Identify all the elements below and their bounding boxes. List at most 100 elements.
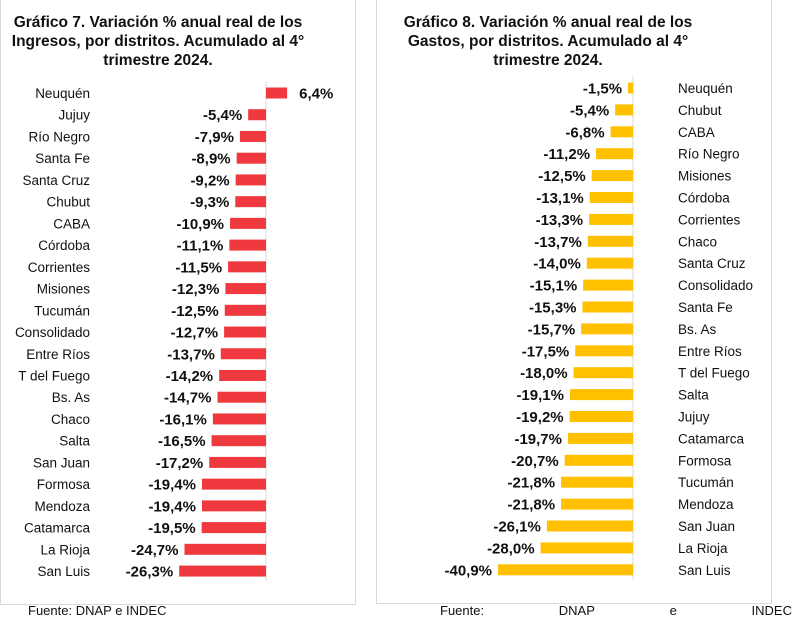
data-label: -5,4% [570, 102, 609, 119]
chart-title-ingresos: Gráfico 7. Variación % anual real de los… [11, 14, 305, 69]
bar-jujuy [248, 109, 266, 121]
data-label: -14,7% [164, 390, 212, 407]
data-label: -8,9% [191, 151, 230, 168]
data-label: -12,5% [171, 303, 219, 320]
bar-catamarca [567, 432, 633, 444]
category-label: Río Negro [678, 147, 740, 162]
data-label: -12,7% [171, 325, 219, 342]
category-label: Mendoza [34, 499, 90, 514]
category-label: Catamarca [24, 521, 91, 536]
category-label: Jujuy [678, 410, 710, 425]
data-label: -20,7% [511, 453, 559, 470]
bar-bs-as [581, 323, 633, 335]
bar-corrientes [228, 261, 266, 273]
category-label: Formosa [37, 477, 91, 492]
chart-title-gastos: Gráfico 8. Variación % anual real de los… [403, 14, 693, 69]
category-label: La Rioja [678, 541, 728, 556]
data-label: -12,5% [538, 168, 586, 185]
data-label: -1,5% [583, 81, 622, 98]
data-label: -40,9% [444, 562, 492, 579]
category-label: Chubut [46, 195, 90, 210]
data-label: -12,3% [172, 281, 220, 298]
data-label: -24,7% [131, 542, 179, 559]
category-label: San Juan [678, 519, 735, 534]
category-label: Catamarca [678, 431, 745, 446]
category-label: Jujuy [58, 108, 90, 123]
data-label: -11,1% [177, 238, 224, 255]
category-label: Santa Fe [35, 151, 90, 166]
data-label: -10,9% [176, 216, 224, 233]
source-word: Fuente: [440, 603, 485, 618]
data-label: -21,8% [508, 475, 556, 492]
data-label: -16,1% [159, 411, 207, 428]
category-label: CABA [53, 216, 90, 231]
bar-neuqu-n [266, 87, 288, 99]
bar-mendoza [201, 500, 266, 512]
data-label: -19,5% [148, 520, 196, 537]
bar-chubut [615, 104, 633, 116]
bar-la-rioja [184, 543, 266, 555]
category-label: Santa Cruz [678, 256, 746, 271]
chart-panel-ingresos [0, 0, 356, 605]
data-label: -14,2% [166, 368, 214, 385]
data-label: -21,8% [508, 497, 556, 514]
data-label: -14,0% [533, 256, 581, 273]
category-label: Neuquén [678, 81, 733, 96]
data-label: -13,1% [536, 190, 584, 207]
bar-santa-cruz [586, 257, 633, 269]
bar-jujuy [569, 411, 633, 422]
bar-salta [211, 435, 266, 447]
data-label: -7,9% [195, 129, 234, 146]
data-label: -18,0% [520, 365, 568, 382]
data-label: -9,3% [190, 194, 229, 211]
bar-r-o-negro [239, 130, 266, 142]
data-label: -19,4% [148, 477, 196, 494]
bar-t-del-fuego [573, 367, 633, 379]
data-label: -6,8% [565, 124, 604, 141]
data-label: -15,7% [528, 321, 576, 338]
data-label: 6,4% [299, 86, 333, 103]
bar-c-rdoba [229, 239, 266, 251]
bar-salta [569, 389, 633, 401]
category-label: Santa Fe [678, 300, 733, 315]
bar-caba [230, 217, 266, 229]
category-label: La Rioja [40, 542, 90, 557]
category-label: Bs. As [678, 322, 717, 337]
bar-consolidado [583, 279, 633, 291]
data-label: -26,3% [126, 564, 174, 581]
data-label: -16,5% [158, 433, 206, 450]
category-label: T del Fuego [678, 366, 750, 381]
bar-san-luis [498, 564, 633, 576]
source-word: DNAP [558, 603, 595, 618]
bar-neuqu-n [628, 82, 633, 94]
data-label: -9,2% [190, 172, 229, 189]
bar-san-luis [179, 565, 266, 577]
category-label: Santa Cruz [22, 173, 90, 188]
category-label: Misiones [678, 169, 732, 184]
bar-chubut [235, 196, 266, 208]
data-label: -28,0% [487, 540, 535, 557]
category-label: Mendoza [678, 497, 734, 512]
bar-corrientes [589, 213, 633, 225]
data-label: -5,4% [203, 107, 242, 124]
source-word: INDEC [751, 603, 792, 618]
category-label: Salta [59, 434, 90, 449]
bar-chaco [212, 413, 266, 425]
bar-mendoza [561, 498, 633, 510]
data-label: -19,2% [516, 409, 564, 426]
bar-entre-r-os [575, 345, 633, 357]
bar-santa-fe [236, 152, 266, 164]
data-label: -17,2% [156, 455, 204, 472]
data-label: -19,1% [516, 387, 564, 404]
category-label: Río Negro [28, 129, 90, 144]
category-label: Formosa [678, 453, 732, 468]
source-note-gastos: Fuente: DNAP e INDEC [440, 603, 792, 618]
data-label: -19,7% [514, 431, 562, 448]
bar-chaco [587, 235, 633, 247]
bar-san-juan [209, 456, 266, 468]
bar-formosa [564, 454, 633, 466]
data-label: -26,1% [493, 519, 541, 536]
category-label: San Juan [33, 455, 90, 470]
data-label: -13,7% [534, 234, 582, 251]
